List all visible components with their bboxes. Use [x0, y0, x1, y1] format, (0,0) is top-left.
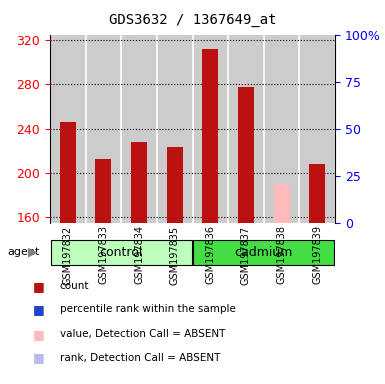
- Text: rank, Detection Call = ABSENT: rank, Detection Call = ABSENT: [60, 353, 220, 363]
- Text: ■: ■: [33, 328, 44, 341]
- Bar: [60, 122, 76, 223]
- Bar: [167, 147, 183, 223]
- Text: ■: ■: [33, 303, 44, 316]
- Text: percentile rank within the sample: percentile rank within the sample: [60, 304, 236, 314]
- Bar: [131, 142, 147, 223]
- Text: value, Detection Call = ABSENT: value, Detection Call = ABSENT: [60, 329, 225, 339]
- Bar: [192, 35, 228, 223]
- Bar: [50, 35, 85, 223]
- Bar: [85, 35, 121, 223]
- Bar: [264, 35, 300, 223]
- Text: ▶: ▶: [28, 245, 38, 258]
- Bar: [121, 35, 157, 223]
- Text: control: control: [100, 246, 143, 259]
- Bar: [273, 184, 290, 223]
- Bar: [95, 159, 112, 223]
- Text: agent: agent: [8, 247, 40, 257]
- Bar: [202, 49, 218, 223]
- Bar: [157, 35, 192, 223]
- Bar: [51, 240, 192, 265]
- Text: ■: ■: [33, 351, 44, 364]
- Bar: [228, 35, 264, 223]
- Text: GDS3632 / 1367649_at: GDS3632 / 1367649_at: [109, 13, 276, 27]
- Bar: [193, 240, 334, 265]
- Bar: [309, 164, 325, 223]
- Text: count: count: [60, 281, 89, 291]
- Bar: [238, 86, 254, 223]
- Text: ■: ■: [33, 280, 44, 293]
- Bar: [300, 35, 335, 223]
- Text: cadmium: cadmium: [234, 246, 293, 259]
